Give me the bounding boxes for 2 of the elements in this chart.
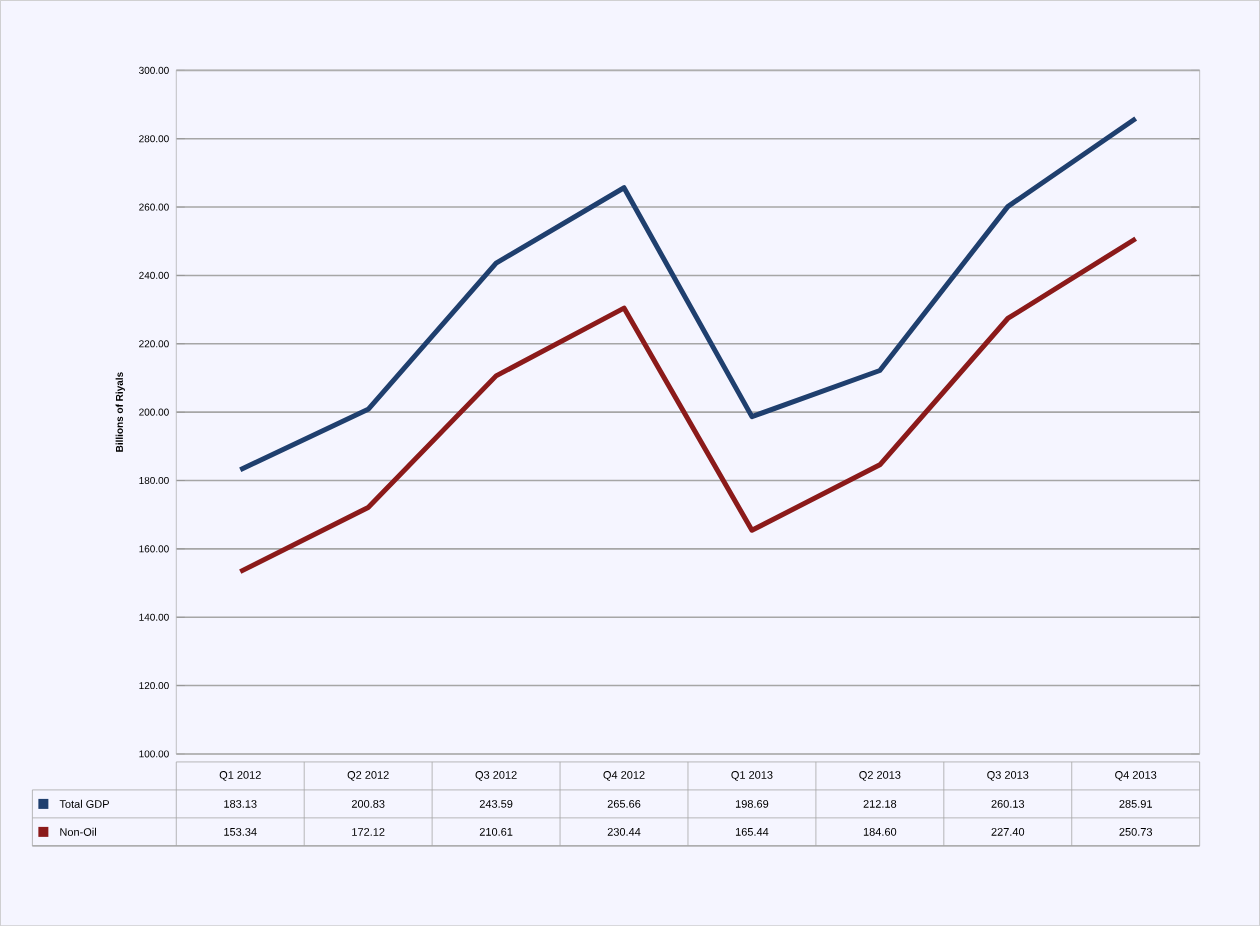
- line-series: [237, 236, 1139, 575]
- line-series: [237, 115, 1139, 473]
